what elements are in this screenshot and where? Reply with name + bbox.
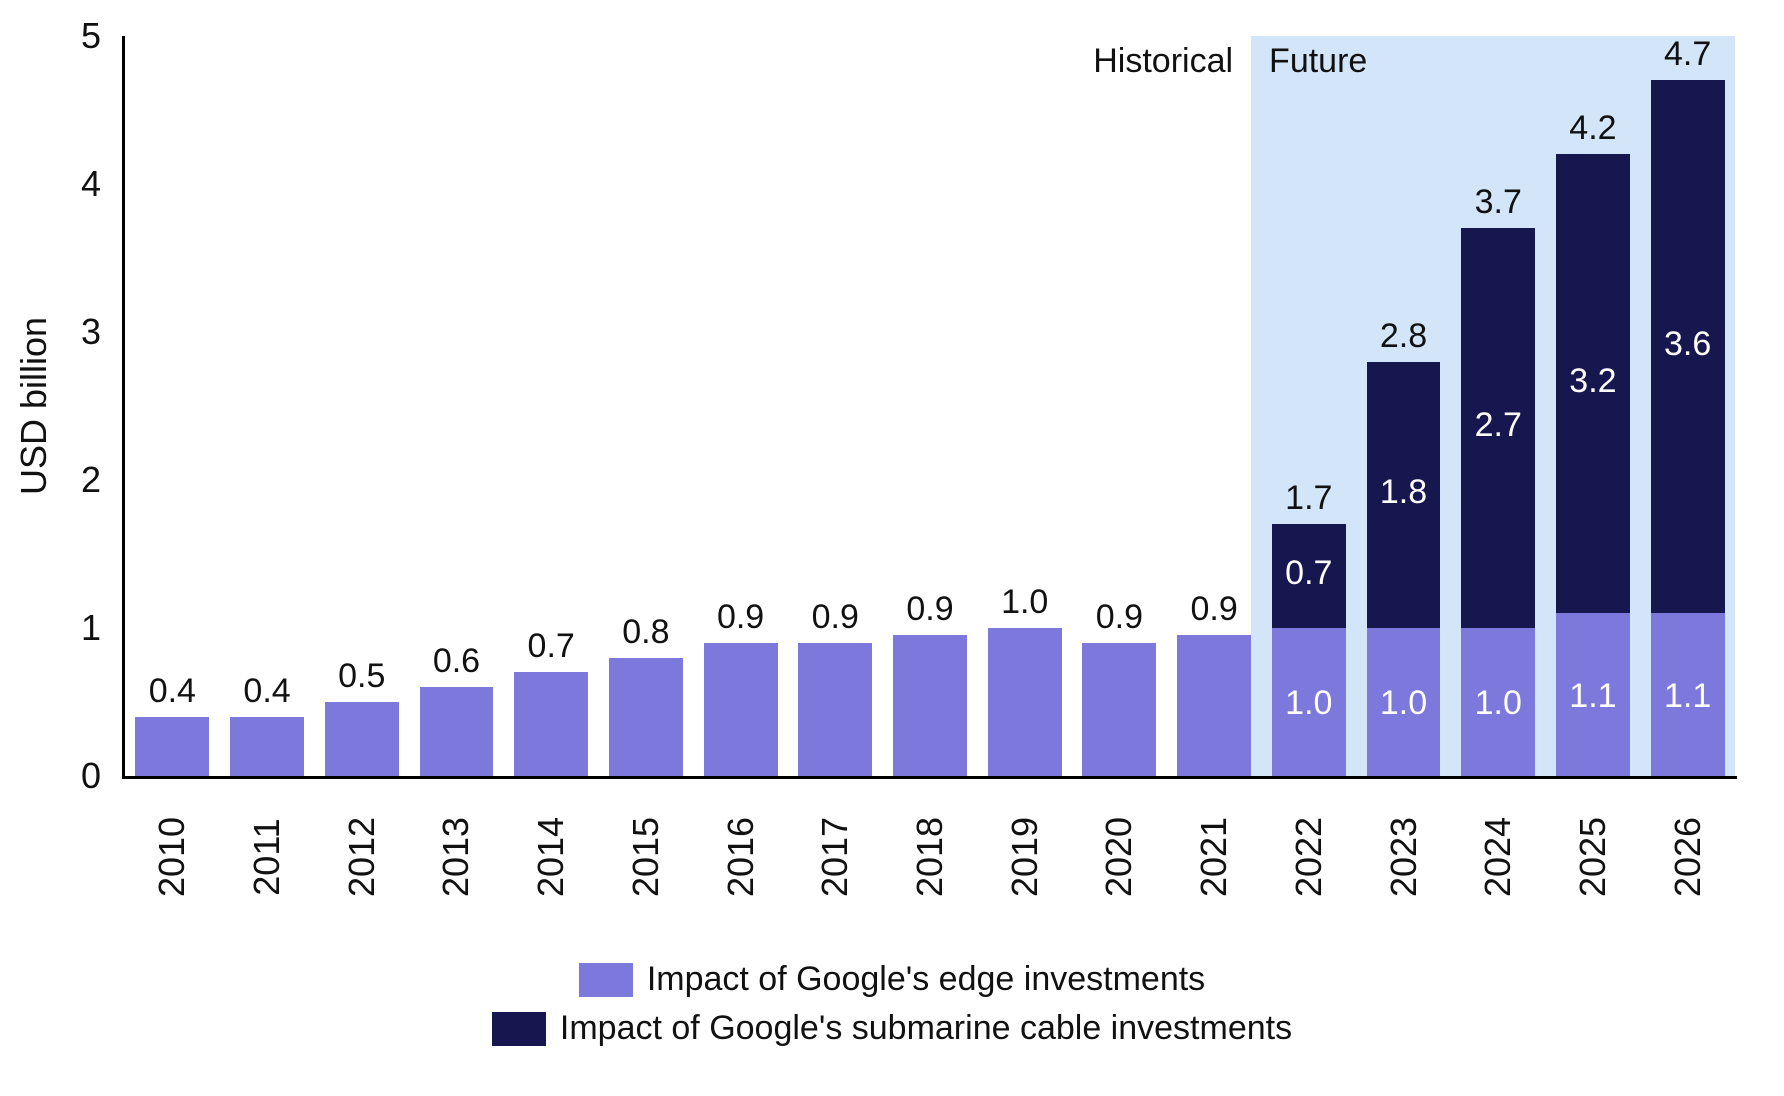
legend: Impact of Google's edge investments Impac… [0,960,1784,1058]
x-axis-line [123,776,1737,779]
legend-swatch [579,963,633,997]
bar-slot: 0.9 [1177,36,1251,776]
bar-total-label: 0.5 [325,657,399,696]
bar-total-label: 0.4 [135,672,209,711]
bar-segment-edge [1556,613,1630,776]
x-tick-label: 2024 [1477,807,1519,907]
y-tick-label: 4 [0,163,101,205]
bar-total-label: 1.0 [988,583,1062,622]
x-tick-label: 2018 [909,807,951,907]
y-tick-label: 5 [0,15,101,57]
bar-total-label: 4.7 [1651,35,1725,74]
legend-label: Impact of Google's edge investments [647,960,1205,999]
bar-segment-edge [704,643,778,776]
bar-total-label: 1.7 [1272,479,1346,518]
bar-segment-edge [325,702,399,776]
bar-total-label: 0.7 [514,627,588,666]
bar-slot: 1.13.24.2 [1556,36,1630,776]
bar-segment-edge [1272,628,1346,776]
bar-segment-edge [230,717,304,776]
bar-slot: 0.5 [325,36,399,776]
bar-total-label: 2.8 [1367,317,1441,356]
future-period-label: Future [1269,42,1367,81]
x-tick-label: 2025 [1572,807,1614,907]
y-tick-label: 0 [0,755,101,797]
bar-total-label: 0.6 [420,642,494,681]
bar-total-label: 3.7 [1461,183,1535,222]
bar-total-label: 0.4 [230,672,304,711]
bar-segment-submarine [1272,524,1346,628]
bar-slot: 0.9 [893,36,967,776]
historical-period-label: Historical [1093,42,1233,81]
x-tick-label: 2017 [814,807,856,907]
bar-segment-edge [988,628,1062,776]
bars-container: 0.4 0.4 0.5 0.6 0.7 0.8 0.9 0.9 0.9 1.0 0.9 0.9 1.00… [125,36,1735,776]
x-tick-label: 2012 [341,807,383,907]
bar-slot: 1.02.73.7 [1461,36,1535,776]
bar-segment-edge [1177,635,1251,776]
bar-slot: 0.9 [704,36,778,776]
legend-item: Impact of Google's edge investments [0,960,1784,999]
bar-total-label: 0.9 [893,590,967,629]
bar-slot: 0.7 [514,36,588,776]
bar-total-label: 0.8 [609,613,683,652]
x-tick-label: 2019 [1004,807,1046,907]
x-tick-label: 2013 [435,807,477,907]
legend-swatch [492,1012,546,1046]
bar-slot: 0.4 [230,36,304,776]
plot-area: 0.4 0.4 0.5 0.6 0.7 0.8 0.9 0.9 0.9 1.0 0.9 0.9 1.00… [125,36,1735,776]
bar-segment-edge [135,717,209,776]
x-tick-label: 2020 [1098,807,1140,907]
bar-segment-edge [609,658,683,776]
bar-segment-submarine [1556,154,1630,613]
bar-total-label: 0.9 [1082,598,1156,637]
bar-slot: 0.9 [1082,36,1156,776]
bar-segment-edge [1367,628,1441,776]
x-tick-label: 2021 [1193,807,1235,907]
bar-segment-submarine [1651,80,1725,613]
bar-total-label: 0.9 [704,598,778,637]
bar-segment-submarine [1367,362,1441,628]
y-tick-label: 1 [0,607,101,649]
bar-segment-edge [1651,613,1725,776]
legend-item: Impact of Google's submarine cable inves… [0,1009,1784,1048]
x-tick-label: 2014 [530,807,572,907]
x-tick-label: 2022 [1288,807,1330,907]
bar-segment-edge [420,687,494,776]
x-tick-label: 2026 [1667,807,1709,907]
bar-total-label: 0.9 [798,598,872,637]
y-axis-label: USD billion [13,317,55,495]
y-axis-line [122,36,125,779]
x-tick-label: 2011 [246,807,288,907]
bar-segment-submarine [1461,228,1535,628]
bar-slot: 0.4 [135,36,209,776]
bar-slot: 1.01.82.8 [1367,36,1441,776]
x-tick-label: 2010 [151,807,193,907]
bar-slot: 0.8 [609,36,683,776]
x-tick-label: 2015 [625,807,667,907]
bar-total-label: 0.9 [1177,590,1251,629]
bar-slot: 1.00.71.7 [1272,36,1346,776]
bar-slot: 1.0 [988,36,1062,776]
bar-slot: 1.13.64.7 [1651,36,1725,776]
bar-segment-edge [798,643,872,776]
bar-segment-edge [893,635,967,776]
bar-segment-edge [514,672,588,776]
bar-segment-edge [1082,643,1156,776]
x-tick-label: 2023 [1383,807,1425,907]
legend-label: Impact of Google's submarine cable inves… [560,1009,1292,1048]
bar-slot: 0.6 [420,36,494,776]
chart-container: 0.4 0.4 0.5 0.6 0.7 0.8 0.9 0.9 0.9 1.0 0.9 0.9 1.00… [0,0,1784,1096]
bar-total-label: 4.2 [1556,109,1630,148]
bar-slot: 0.9 [798,36,872,776]
bar-segment-edge [1461,628,1535,776]
x-tick-label: 2016 [720,807,762,907]
